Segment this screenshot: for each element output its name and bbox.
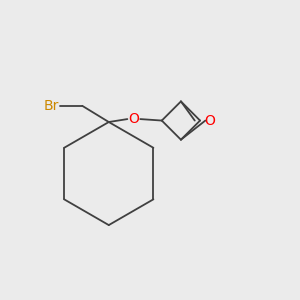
Text: O: O <box>128 112 139 126</box>
Text: Br: Br <box>43 99 59 113</box>
Text: O: O <box>205 114 215 128</box>
